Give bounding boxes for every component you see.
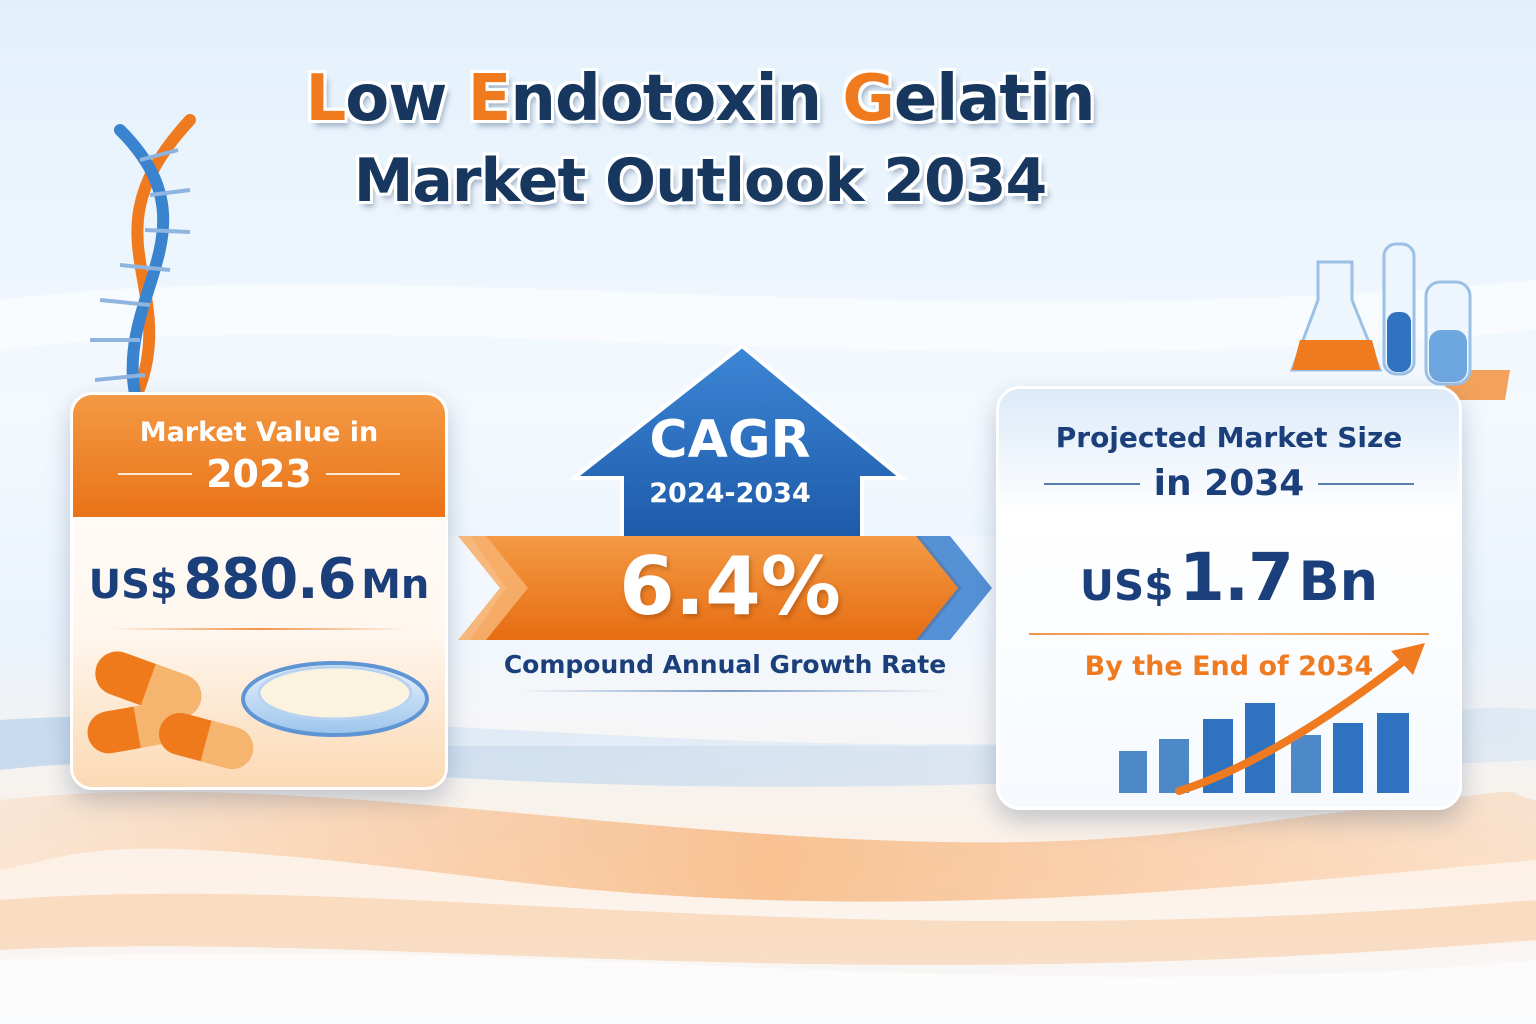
growth-bar-chart-icon <box>1119 643 1425 795</box>
divider <box>325 473 400 475</box>
market-value-amount: US$ 880.6 Mn <box>73 547 445 612</box>
title-part: ndotoxin <box>510 62 843 136</box>
market-value-card: Market Value in 2023 US$ 880.6 Mn <box>70 392 448 790</box>
divider <box>1029 633 1429 635</box>
petri-dish-icon <box>241 661 429 737</box>
title-line-1: Low Endotoxin Gelatin <box>0 62 1400 136</box>
amount: 1.7 <box>1179 539 1294 616</box>
title-line-2: Market Outlook 2034 <box>353 146 1048 216</box>
divider <box>109 628 409 630</box>
divider <box>1043 482 1140 485</box>
projected-year: in 2034 <box>1153 463 1305 504</box>
unit: Mn <box>361 562 430 608</box>
title-part: L <box>305 62 347 136</box>
market-value-header: Market Value in 2023 <box>73 395 445 517</box>
title-part: ow <box>345 62 468 136</box>
currency: US$ <box>88 562 178 608</box>
divider <box>118 473 193 475</box>
currency: US$ <box>1079 561 1174 610</box>
lab-glassware-icon <box>1289 242 1510 400</box>
title-part: elatin <box>893 62 1096 136</box>
projected-footer: By the End of 2034 <box>1084 651 1374 682</box>
title-part: E <box>467 62 512 136</box>
divider <box>1318 482 1415 485</box>
projected-size-card: Projected Market Size in 2034 US$ 1.7 Bn… <box>996 386 1462 810</box>
cagr-label: Compound Annual Growth Rate <box>503 650 947 679</box>
market-value-year: 2023 <box>206 452 312 496</box>
projected-label: Projected Market Size <box>1055 421 1403 454</box>
cagr-value: 6.4% <box>619 540 841 633</box>
divider <box>520 690 940 692</box>
title-part: G <box>842 62 895 136</box>
market-value-label: Market Value in <box>139 417 379 448</box>
projected-amount: US$ 1.7 Bn <box>999 539 1459 616</box>
cagr-period: 2024-2034 <box>649 478 811 509</box>
cagr-title: CAGR <box>649 410 811 470</box>
capsule-pills-icon <box>87 651 429 769</box>
amount: 880.6 <box>183 547 356 612</box>
unit: Bn <box>1298 550 1379 613</box>
